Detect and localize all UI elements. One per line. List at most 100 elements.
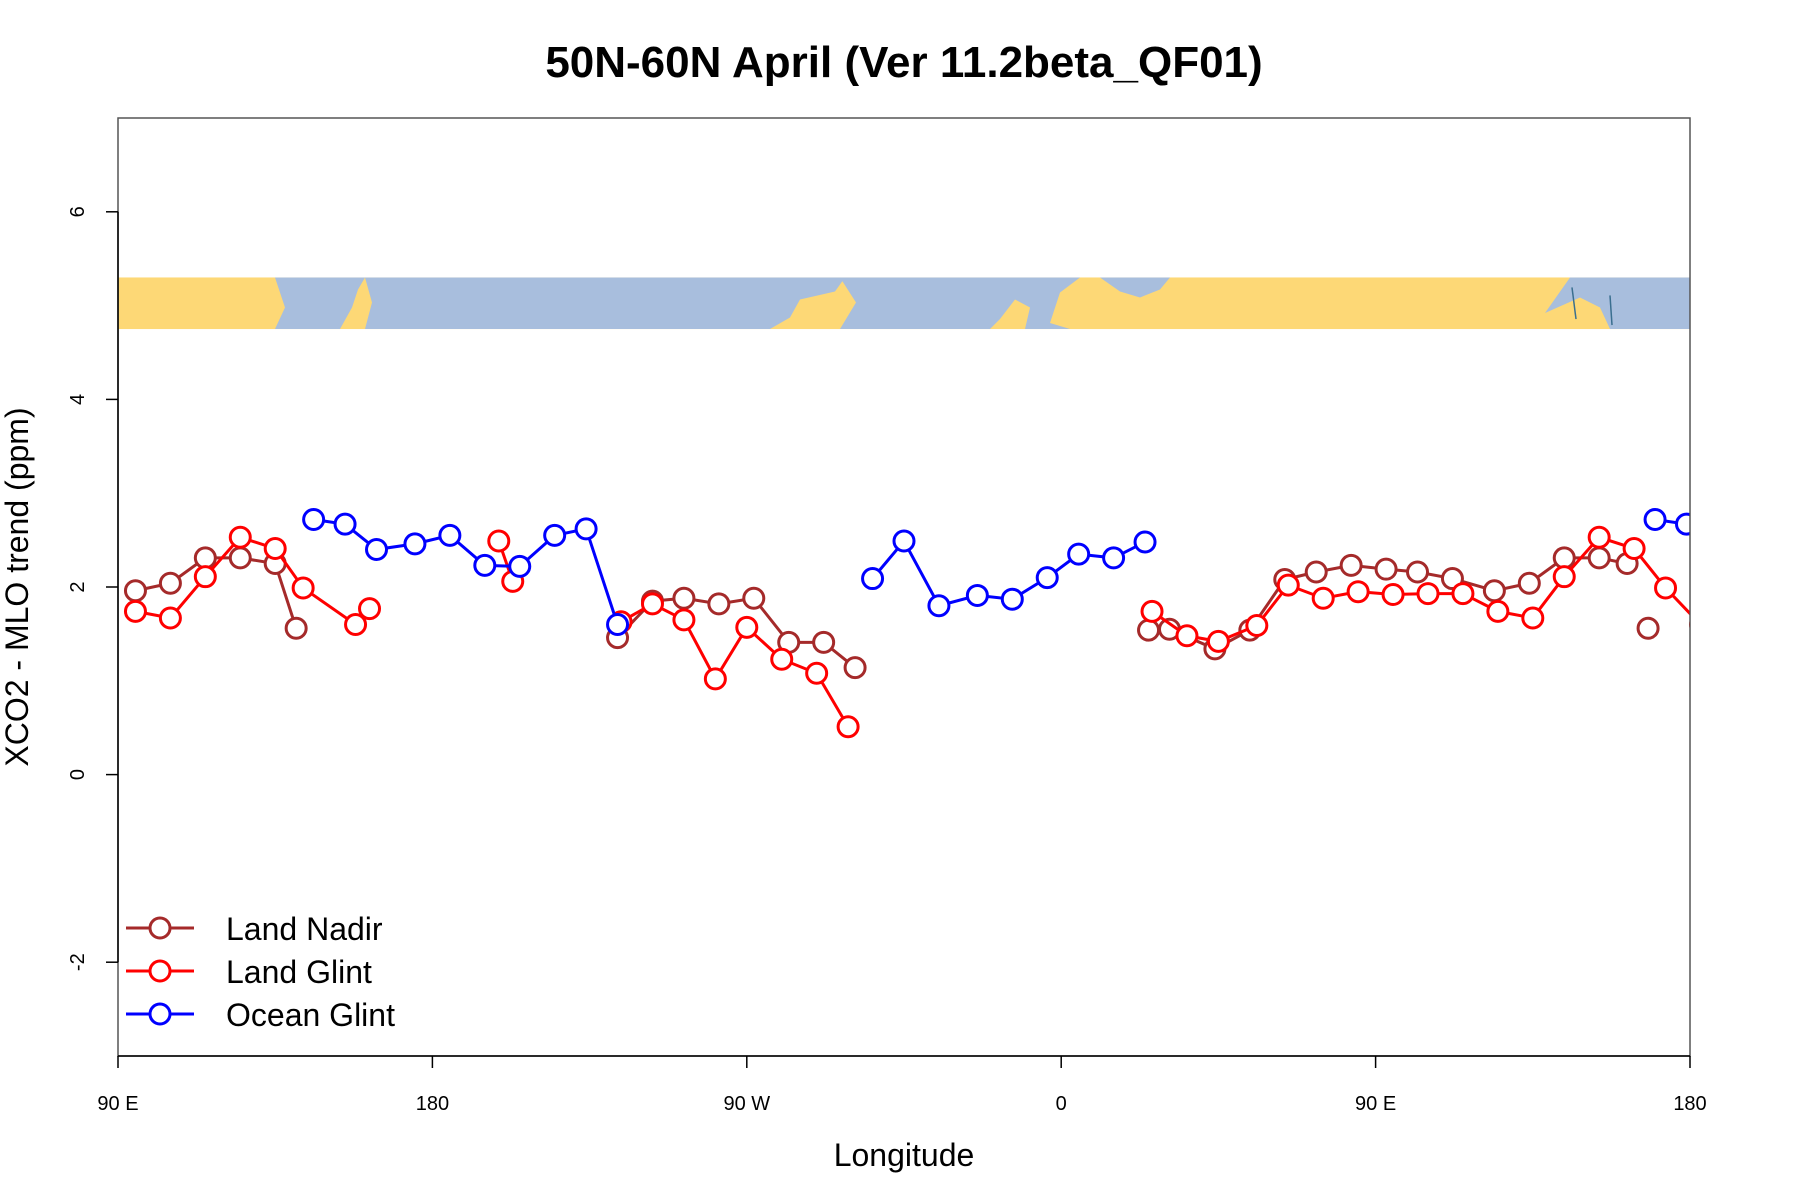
data-point-land-nadir	[193, 546, 217, 570]
data-point-land-glint	[640, 592, 664, 616]
data-point-land-glint	[1654, 576, 1678, 600]
data-point-ocean-glint	[1643, 507, 1667, 531]
y-tick-label: 4	[67, 394, 89, 405]
data-point-land-glint	[1346, 580, 1370, 604]
legend-label-land-glint: Land Glint	[226, 954, 372, 990]
data-point-ocean-glint	[1746, 534, 1766, 554]
data-point-land-glint	[344, 613, 368, 637]
series-land-nadir	[123, 546, 1660, 680]
data-point-land-glint	[1416, 582, 1440, 606]
data-point-land-glint	[123, 599, 147, 623]
data-point-land-nadir	[1304, 560, 1328, 584]
data-point-ocean-glint	[1067, 542, 1091, 566]
data-point-land-nadir	[1339, 553, 1363, 577]
map-ocean-region	[1100, 277, 1170, 298]
series-line-ocean-glint	[313, 517, 619, 625]
x-axis: 90 E 180 90 W 0 90 E 180	[97, 1055, 1707, 1115]
map-ocean-region	[275, 277, 365, 330]
map-coastline	[1609, 295, 1613, 326]
data-point-land-nadir	[1482, 579, 1506, 603]
data-point-land-glint	[672, 608, 696, 632]
legend-marker-land-glint	[148, 959, 172, 983]
data-point-ocean-glint	[1000, 587, 1024, 611]
data-point-ocean-glint	[302, 507, 326, 531]
map-ocean-region	[1545, 277, 1690, 330]
data-point-ocean-glint	[574, 517, 598, 541]
data-point-ocean-glint	[365, 537, 389, 561]
data-point-land-nadir	[672, 586, 696, 610]
data-point-ocean-glint	[965, 583, 989, 607]
data-point-ocean-glint	[861, 567, 885, 591]
data-point-land-glint	[1245, 613, 1269, 637]
data-point-ocean-glint	[438, 523, 462, 547]
x-tick-label: 90 E	[97, 1093, 138, 1115]
data-point-ocean-glint	[606, 613, 630, 637]
legend-label-ocean-glint: Ocean Glint	[226, 997, 395, 1033]
data-point-ocean-glint	[927, 594, 951, 618]
data-point-land-nadir	[228, 546, 252, 570]
chart-title: 50N-60N April (Ver 11.2beta_QF01)	[545, 38, 1262, 87]
data-point-land-nadir	[1636, 616, 1660, 640]
data-point-land-glint	[1587, 525, 1611, 549]
data-point-land-nadir	[812, 630, 836, 654]
data-point-land-nadir	[284, 616, 308, 640]
data-point-land-nadir	[1137, 618, 1161, 642]
data-point-ocean-glint	[1711, 539, 1731, 559]
legend-label-land-nadir: Land Nadir	[226, 911, 383, 947]
data-point-land-glint	[1206, 629, 1230, 653]
data-point-land-glint	[1311, 586, 1335, 610]
x-tick-label: 180	[416, 1093, 449, 1115]
map-ocean-region	[365, 277, 845, 330]
world-map-strip	[118, 277, 1690, 330]
data-point-land-glint	[1451, 582, 1475, 606]
data-point-land-glint	[1175, 624, 1199, 648]
legend-item-land-nadir: Land Nadir	[126, 911, 383, 947]
x-tick-label: 90 E	[1355, 1093, 1396, 1115]
data-point-ocean-glint	[1102, 546, 1126, 570]
legend-marker-land-nadir	[148, 916, 172, 940]
series-land-glint	[123, 525, 1728, 739]
y-axis: -2 0 2 4 6	[67, 206, 119, 971]
data-point-land-glint	[836, 715, 860, 739]
data-point-ocean-glint	[1675, 512, 1690, 536]
data-point-ocean-glint	[333, 512, 357, 536]
data-point-land-nadir	[1406, 560, 1430, 584]
data-point-ocean-glint	[543, 523, 567, 547]
data-point-ocean-glint	[1133, 530, 1157, 554]
data-point-land-glint	[805, 661, 829, 685]
data-point-land-glint	[1276, 573, 1300, 597]
map-coastline	[1571, 287, 1577, 320]
data-point-land-glint	[703, 667, 727, 691]
data-point-land-glint	[1486, 599, 1510, 623]
data-point-land-nadir	[158, 571, 182, 595]
x-axis-label: Longitude	[834, 1137, 975, 1173]
data-point-ocean-glint	[403, 532, 427, 556]
data-point-land-glint	[735, 615, 759, 639]
data-point-land-nadir	[1587, 546, 1611, 570]
data-point-land-nadir	[707, 592, 731, 616]
data-point-land-nadir	[843, 656, 867, 680]
data-point-land-glint	[1708, 599, 1728, 619]
data-point-land-glint	[487, 529, 511, 553]
data-point-land-glint	[358, 597, 382, 621]
y-tick-label: 6	[67, 206, 89, 217]
y-tick-label: 0	[67, 769, 89, 780]
data-point-ocean-glint	[1035, 566, 1059, 590]
x-tick-label: 180	[1673, 1093, 1706, 1115]
map-ocean-region	[840, 277, 1080, 330]
data-point-land-nadir	[123, 579, 147, 603]
x-tick-label: 90 W	[723, 1093, 770, 1115]
data-point-land-nadir	[1374, 557, 1398, 581]
y-axis-label: XCO2 - MLO trend (ppm)	[0, 407, 35, 766]
legend-marker-ocean-glint	[148, 1002, 172, 1026]
data-point-land-glint	[1552, 565, 1576, 589]
data-point-land-glint	[291, 576, 315, 600]
y-tick-label: 2	[67, 581, 89, 592]
data-point-land-nadir	[742, 586, 766, 610]
data-point-land-nadir	[1517, 571, 1541, 595]
data-point-ocean-glint	[508, 554, 532, 578]
x-tick-label: 0	[1056, 1093, 1067, 1115]
legend: Land Nadir Land Glint Ocean Glint	[126, 911, 395, 1033]
data-point-land-glint	[770, 647, 794, 671]
